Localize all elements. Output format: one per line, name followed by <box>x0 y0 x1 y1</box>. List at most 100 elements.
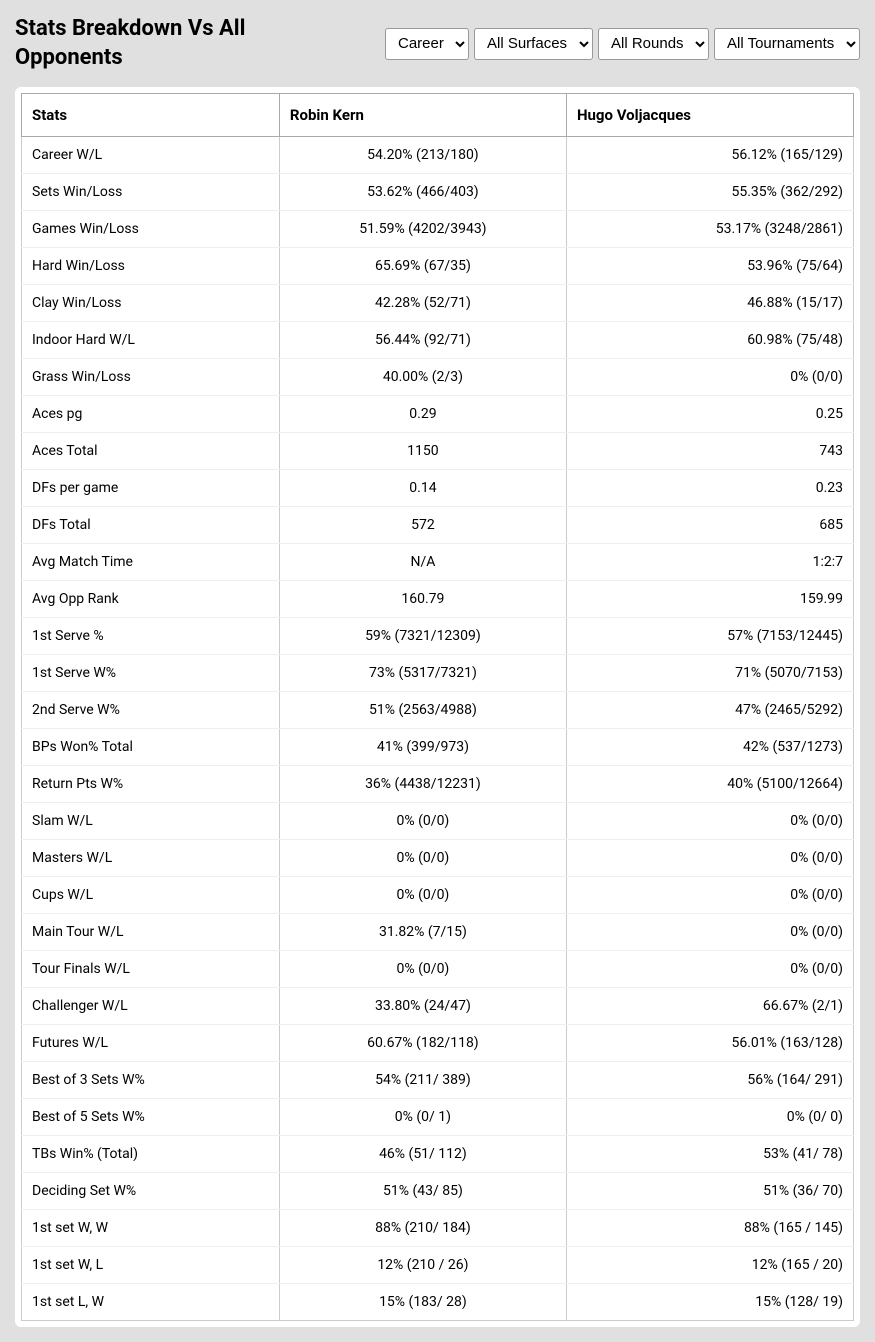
table-row: Avg Match TimeN/A1:2:7 <box>22 544 854 581</box>
table-row: 1st Serve %59% (7321/12309)57% (7153/124… <box>22 618 854 655</box>
player1-value: 15% (183/ 28) <box>279 1284 566 1321</box>
table-row: Hard Win/Loss65.69% (67/35)53.96% (75/64… <box>22 248 854 285</box>
table-row: Challenger W/L33.80% (24/47)66.67% (2/1) <box>22 988 854 1025</box>
player1-value: 1150 <box>279 433 566 470</box>
player2-value: 0.23 <box>566 470 853 507</box>
stat-label: Grass Win/Loss <box>22 359 280 396</box>
stat-label: BPs Won% Total <box>22 729 280 766</box>
player2-value: 57% (7153/12445) <box>566 618 853 655</box>
player2-value: 1:2:7 <box>566 544 853 581</box>
player2-value: 0% (0/0) <box>566 359 853 396</box>
player1-value: 59% (7321/12309) <box>279 618 566 655</box>
player1-value: 160.79 <box>279 581 566 618</box>
filter-period[interactable]: Career <box>385 28 469 60</box>
player2-value: 0% (0/0) <box>566 803 853 840</box>
col-header-player2: Hugo Voljacques <box>566 94 853 137</box>
player2-value: 53.17% (3248/2861) <box>566 211 853 248</box>
player1-value: 88% (210/ 184) <box>279 1210 566 1247</box>
filter-surface[interactable]: All Surfaces <box>474 28 593 60</box>
player2-value: 159.99 <box>566 581 853 618</box>
player1-value: 51.59% (4202/3943) <box>279 211 566 248</box>
player1-value: 31.82% (7/15) <box>279 914 566 951</box>
table-row: Main Tour W/L31.82% (7/15)0% (0/0) <box>22 914 854 951</box>
stat-label: Avg Match Time <box>22 544 280 581</box>
player1-value: 54% (211/ 389) <box>279 1062 566 1099</box>
player2-value: 56.01% (163/128) <box>566 1025 853 1062</box>
player2-value: 743 <box>566 433 853 470</box>
stat-label: TBs Win% (Total) <box>22 1136 280 1173</box>
player2-value: 0.25 <box>566 396 853 433</box>
player1-value: 51% (2563/4988) <box>279 692 566 729</box>
stat-label: Best of 3 Sets W% <box>22 1062 280 1099</box>
player1-value: 12% (210 / 26) <box>279 1247 566 1284</box>
player2-value: 46.88% (15/17) <box>566 285 853 322</box>
table-row: 1st set W, W88% (210/ 184)88% (165 / 145… <box>22 1210 854 1247</box>
player1-value: 0.29 <box>279 396 566 433</box>
stats-table: Stats Robin Kern Hugo Voljacques Career … <box>21 93 854 1321</box>
player1-value: 53.62% (466/403) <box>279 174 566 211</box>
player2-value: 66.67% (2/1) <box>566 988 853 1025</box>
table-row: Tour Finals W/L0% (0/0)0% (0/0) <box>22 951 854 988</box>
player2-value: 55.35% (362/292) <box>566 174 853 211</box>
player1-value: 0% (0/0) <box>279 803 566 840</box>
stat-label: Deciding Set W% <box>22 1173 280 1210</box>
table-row: DFs Total572685 <box>22 507 854 544</box>
player2-value: 0% (0/ 0) <box>566 1099 853 1136</box>
table-row: Cups W/L0% (0/0)0% (0/0) <box>22 877 854 914</box>
stats-table-wrapper: Stats Robin Kern Hugo Voljacques Career … <box>15 87 860 1327</box>
stat-label: Aces pg <box>22 396 280 433</box>
table-row: Masters W/L0% (0/0)0% (0/0) <box>22 840 854 877</box>
col-header-stats: Stats <box>22 94 280 137</box>
page-title: Stats Breakdown Vs All Opponents <box>15 15 295 72</box>
player1-value: 51% (43/ 85) <box>279 1173 566 1210</box>
player2-value: 42% (537/1273) <box>566 729 853 766</box>
table-row: Indoor Hard W/L56.44% (92/71)60.98% (75/… <box>22 322 854 359</box>
filter-round[interactable]: All Rounds <box>598 28 709 60</box>
player1-value: 0% (0/0) <box>279 951 566 988</box>
player2-value: 47% (2465/5292) <box>566 692 853 729</box>
stat-label: Best of 5 Sets W% <box>22 1099 280 1136</box>
table-row: Clay Win/Loss42.28% (52/71)46.88% (15/17… <box>22 285 854 322</box>
table-row: Slam W/L0% (0/0)0% (0/0) <box>22 803 854 840</box>
player2-value: 71% (5070/7153) <box>566 655 853 692</box>
player1-value: 42.28% (52/71) <box>279 285 566 322</box>
player2-value: 0% (0/0) <box>566 840 853 877</box>
player1-value: 60.67% (182/118) <box>279 1025 566 1062</box>
player1-value: 54.20% (213/180) <box>279 137 566 174</box>
table-body: Career W/L54.20% (213/180)56.12% (165/12… <box>22 137 854 1321</box>
player2-value: 51% (36/ 70) <box>566 1173 853 1210</box>
filter-tournament[interactable]: All Tournaments <box>714 28 860 60</box>
table-row: TBs Win% (Total)46% (51/ 112)53% (41/ 78… <box>22 1136 854 1173</box>
player2-value: 53% (41/ 78) <box>566 1136 853 1173</box>
player2-value: 60.98% (75/48) <box>566 322 853 359</box>
stat-label: Challenger W/L <box>22 988 280 1025</box>
table-row: Grass Win/Loss40.00% (2/3)0% (0/0) <box>22 359 854 396</box>
stat-label: 1st set L, W <box>22 1284 280 1321</box>
stat-label: Avg Opp Rank <box>22 581 280 618</box>
player1-value: 41% (399/973) <box>279 729 566 766</box>
table-row: BPs Won% Total41% (399/973)42% (537/1273… <box>22 729 854 766</box>
header: Stats Breakdown Vs All Opponents Career … <box>15 15 860 72</box>
stat-label: Cups W/L <box>22 877 280 914</box>
stat-label: 1st Serve % <box>22 618 280 655</box>
table-row: Sets Win/Loss53.62% (466/403)55.35% (362… <box>22 174 854 211</box>
player1-value: 0% (0/0) <box>279 840 566 877</box>
player2-value: 40% (5100/12664) <box>566 766 853 803</box>
table-row: Career W/L54.20% (213/180)56.12% (165/12… <box>22 137 854 174</box>
stat-label: Tour Finals W/L <box>22 951 280 988</box>
player2-value: 0% (0/0) <box>566 951 853 988</box>
player2-value: 15% (128/ 19) <box>566 1284 853 1321</box>
stat-label: 1st set W, W <box>22 1210 280 1247</box>
player2-value: 56.12% (165/129) <box>566 137 853 174</box>
stat-label: Return Pts W% <box>22 766 280 803</box>
stat-label: Hard Win/Loss <box>22 248 280 285</box>
stat-label: Games Win/Loss <box>22 211 280 248</box>
stat-label: Career W/L <box>22 137 280 174</box>
table-row: Deciding Set W%51% (43/ 85)51% (36/ 70) <box>22 1173 854 1210</box>
filters: Career All Surfaces All Rounds All Tourn… <box>385 28 860 60</box>
player2-value: 12% (165 / 20) <box>566 1247 853 1284</box>
player1-value: 46% (51/ 112) <box>279 1136 566 1173</box>
stat-label: Futures W/L <box>22 1025 280 1062</box>
player1-value: 36% (4438/12231) <box>279 766 566 803</box>
stat-label: Slam W/L <box>22 803 280 840</box>
